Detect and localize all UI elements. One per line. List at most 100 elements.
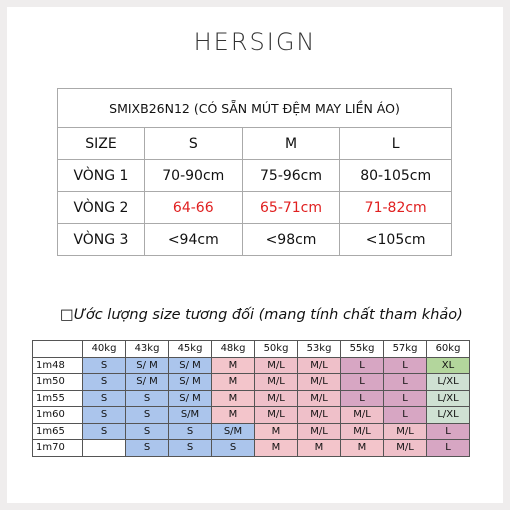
height-label: 1m48	[32, 356, 83, 374]
weight-header: 57kg	[383, 340, 427, 358]
size-cell: M	[211, 389, 255, 407]
size-cell: S	[82, 406, 126, 424]
size-cell: M	[211, 373, 255, 391]
size-cell: M	[211, 356, 255, 374]
height-label: 1m70	[32, 439, 83, 457]
size-cell: M/L	[297, 356, 341, 374]
size-cell: M	[254, 422, 298, 440]
size-cell: M	[297, 439, 341, 457]
size-cell: S	[211, 439, 255, 457]
size-cell: L	[383, 373, 427, 391]
fit-table: 40kg 43kg 45kg 48kg 50kg 53kg 55kg 57kg 60kg 1m48…	[32, 340, 470, 457]
cell: 65-71cm	[241, 191, 341, 224]
size-cell: L	[340, 356, 384, 374]
size-cell: S/ M	[125, 373, 169, 391]
size-cell: S	[82, 422, 126, 440]
size-cell: XL	[426, 356, 470, 374]
size-cell: M/L	[297, 373, 341, 391]
size-cell: S	[125, 389, 169, 407]
size-cell: M/L	[254, 373, 298, 391]
cell: 64-66	[143, 191, 243, 224]
size-cell: S/M	[168, 406, 212, 424]
row: 1m70 S S S M M M M/L L	[32, 439, 470, 457]
size-cell: S	[125, 422, 169, 440]
size-cell: M/L	[297, 389, 341, 407]
table-title: SMIXB26N12 (CÓ SẴN MÚT ĐỆM MAY LIỀN ÁO)	[57, 88, 452, 128]
header-row: 40kg 43kg 45kg 48kg 50kg 53kg 55kg 57kg 60kg	[32, 340, 470, 358]
height-label: 1m50	[32, 373, 83, 391]
size-cell: M/L	[383, 439, 427, 457]
size-cell: M/L	[340, 422, 384, 440]
weight-header: 60kg	[426, 340, 470, 358]
cell: VÒNG 2	[57, 191, 145, 224]
row: VÒNG 2 64-66 65-71cm 71-82cm	[57, 191, 452, 224]
size-cell: S	[125, 439, 169, 457]
size-cell: M/L	[383, 422, 427, 440]
header-cell: S	[143, 127, 243, 160]
weight-header: 43kg	[125, 340, 169, 358]
size-cell: M/L	[254, 389, 298, 407]
brand-logo: HERSIGN	[193, 28, 317, 56]
corner-cell	[32, 340, 83, 358]
height-label: 1m60	[32, 406, 83, 424]
row: VÒNG 1 70-90cm 75-96cm 80-105cm	[57, 159, 452, 192]
size-cell: S	[125, 406, 169, 424]
cell: 70-90cm	[143, 159, 243, 192]
cell: 75-96cm	[241, 159, 341, 192]
height-label: 1m65	[32, 422, 83, 440]
row: 1m48 S S/ M S/ M M M/L M/L L L XL	[32, 356, 470, 374]
size-cell: S/ M	[125, 356, 169, 374]
size-cell: M/L	[254, 406, 298, 424]
size-cell: M	[340, 439, 384, 457]
cell: VÒNG 1	[57, 159, 145, 192]
cell: <105cm	[339, 223, 452, 256]
size-cell: M/L	[340, 406, 384, 424]
row: VÒNG 3 <94cm <98cm <105cm	[57, 223, 452, 256]
header-cell: M	[241, 127, 341, 160]
size-cell: M	[211, 406, 255, 424]
header-cell: SIZE	[57, 127, 145, 160]
weight-header: 53kg	[297, 340, 341, 358]
size-cell: L	[340, 389, 384, 407]
size-table: SMIXB26N12 (CÓ SẴN MÚT ĐỆM MAY LIỀN ÁO) …	[57, 88, 452, 256]
size-cell: M/L	[254, 356, 298, 374]
size-cell: M/L	[297, 422, 341, 440]
height-label: 1m55	[32, 389, 83, 407]
size-cell: L	[383, 389, 427, 407]
size-cell: L/XL	[426, 373, 470, 391]
cell: 80-105cm	[339, 159, 452, 192]
weight-header: 50kg	[254, 340, 298, 358]
size-cell: L/XL	[426, 389, 470, 407]
row: 1m50 S S/ M S/ M M M/L M/L L L L/XL	[32, 373, 470, 391]
note: □Ước lượng size tương đối (mang tính chấ…	[60, 307, 463, 323]
weight-header: 40kg	[82, 340, 126, 358]
size-cell: S	[82, 373, 126, 391]
row: 1m60 S S S/M M M/L M/L M/L L L/XL	[32, 406, 470, 424]
size-cell: L	[426, 439, 470, 457]
size-cell: S	[168, 439, 212, 457]
cell: <94cm	[143, 223, 243, 256]
row: 1m55 S S S/ M M M/L M/L L L L/XL	[32, 389, 470, 407]
size-cell: S/ M	[168, 389, 212, 407]
size-cell: S/ M	[168, 356, 212, 374]
header-cell: L	[339, 127, 452, 160]
size-cell: L	[426, 422, 470, 440]
size-cell: S	[82, 356, 126, 374]
size-cell: M	[254, 439, 298, 457]
size-cell: S	[168, 422, 212, 440]
size-cell: L	[340, 373, 384, 391]
size-cell	[82, 439, 126, 457]
weight-header: 48kg	[211, 340, 255, 358]
cell: VÒNG 3	[57, 223, 145, 256]
cell: 71-82cm	[339, 191, 452, 224]
size-cell: M/L	[297, 406, 341, 424]
size-cell: S/ M	[168, 373, 212, 391]
size-cell: S	[82, 389, 126, 407]
weight-header: 45kg	[168, 340, 212, 358]
size-cell: L/XL	[426, 406, 470, 424]
row: 1m65 S S S S/M M M/L M/L M/L L	[32, 422, 470, 440]
size-cell: S/M	[211, 422, 255, 440]
size-cell: L	[383, 406, 427, 424]
size-cell: L	[383, 356, 427, 374]
